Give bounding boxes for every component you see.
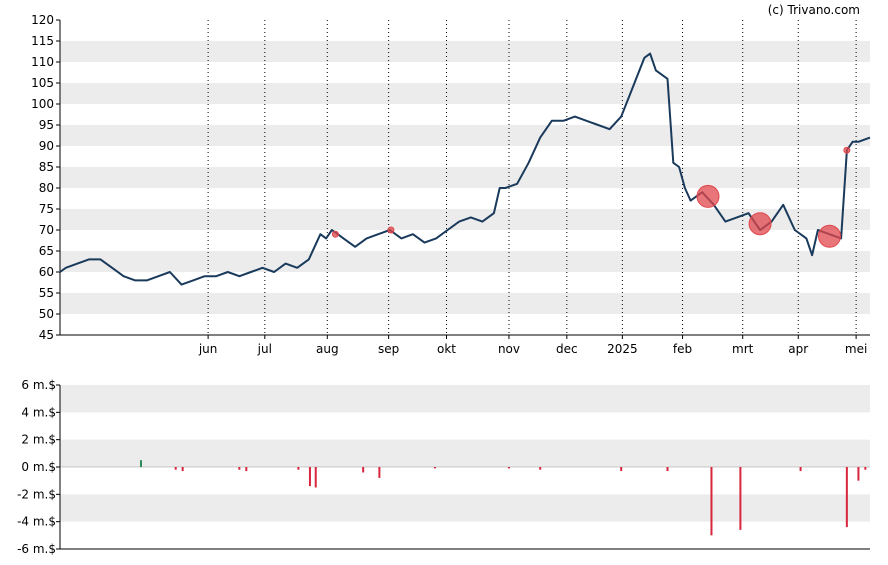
volume-bar: [174, 467, 177, 470]
x-tick-label: jul: [257, 342, 272, 356]
volume-bar: [539, 467, 542, 470]
volume-bar: [362, 467, 365, 473]
x-tick-label: mei: [845, 342, 867, 356]
x-tick-label: jun: [198, 342, 218, 356]
x-tick-label: aug: [316, 342, 339, 356]
volume-bar: [297, 467, 300, 470]
chart-credit: (c) Trivano.com: [768, 3, 860, 17]
y-tick-label: -2 m.$: [17, 487, 56, 501]
y-tick-label: 85: [39, 160, 54, 174]
grid-band: [60, 293, 870, 314]
y-tick-label: 0 m.$: [21, 460, 56, 474]
y-tick-label: -6 m.$: [17, 542, 56, 556]
volume-bar: [238, 467, 241, 470]
volume-bar: [245, 467, 248, 472]
y-tick-label: 4 m.$: [21, 405, 56, 419]
y-tick-label: 110: [31, 55, 54, 69]
grid-band: [60, 385, 870, 413]
x-tick-label: sep: [378, 342, 399, 356]
y-tick-label: 100: [31, 97, 54, 111]
x-tick-label: apr: [788, 342, 808, 356]
x-tick-label: nov: [498, 342, 520, 356]
grid-band: [60, 83, 870, 104]
grid-band: [60, 125, 870, 146]
trade-marker: [331, 230, 339, 238]
trade-marker: [748, 212, 772, 236]
y-tick-label: 60: [39, 265, 54, 279]
grid-band: [60, 439, 870, 467]
y-tick-label: 50: [39, 307, 54, 321]
y-tick-label: 120: [31, 13, 54, 27]
grid-band: [60, 251, 870, 272]
price-chart: 120 115 110 105 100 95 90 85 80 75 70 65 60 55 50 45 jun…: [31, 13, 871, 356]
grid-band: [60, 167, 870, 188]
volume-bar: [799, 467, 802, 472]
volume-bar: [308, 467, 311, 487]
y-tick-label: 105: [31, 76, 54, 90]
volume-bar: [314, 467, 317, 488]
y-tick-label: 70: [39, 223, 54, 237]
volume-bar: [378, 467, 381, 478]
y-tick-label: 90: [39, 139, 54, 153]
volume-bar: [433, 467, 436, 469]
x-tick-label: feb: [673, 342, 692, 356]
trade-marker: [843, 146, 851, 154]
y-tick-label: 2 m.$: [21, 433, 56, 447]
volume-bar: [507, 467, 510, 469]
volume-bar: [710, 467, 713, 536]
x-tick-label: dec: [556, 342, 578, 356]
volume-chart: 6 m.$ 4 m.$ 2 m.$ 0 m.$ -2 m.$ -4 m.$ -6 m.$: [17, 378, 870, 556]
y-tick-label: 65: [39, 244, 54, 258]
y-tick-label: 45: [39, 328, 54, 342]
trade-marker: [387, 226, 395, 234]
grid-band: [60, 494, 870, 522]
y-tick-label: 75: [39, 202, 54, 216]
volume-bar: [181, 467, 184, 472]
y-tick-label: -4 m.$: [17, 515, 56, 529]
y-tick-label: 55: [39, 286, 54, 300]
y-tick-label: 80: [39, 181, 54, 195]
volume-bar: [739, 467, 742, 530]
volume-bar: [845, 467, 848, 528]
x-tick-label: okt: [437, 342, 456, 356]
volume-bar: [666, 467, 669, 472]
y-tick-label: 95: [39, 118, 54, 132]
y-tick-label: 6 m.$: [21, 378, 56, 392]
volume-bar: [857, 467, 860, 481]
volume-bar: [140, 460, 142, 467]
x-tick-label: mrt: [732, 342, 754, 356]
price-line: [59, 52, 871, 286]
trade-marker: [696, 184, 720, 208]
y-tick-label: 115: [31, 34, 54, 48]
volume-bar: [620, 467, 623, 472]
x-tick-label: 2025: [607, 342, 638, 356]
grid-band: [60, 41, 870, 62]
volume-bar: [864, 467, 867, 470]
trade-marker: [818, 224, 841, 248]
